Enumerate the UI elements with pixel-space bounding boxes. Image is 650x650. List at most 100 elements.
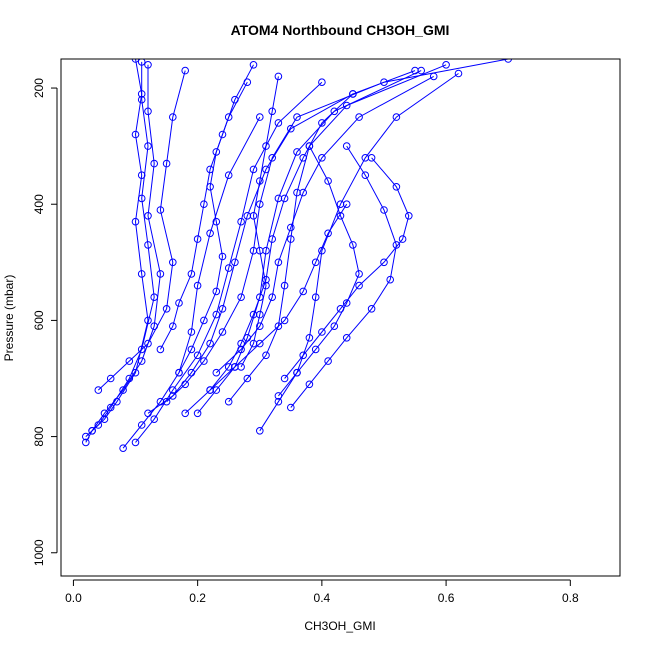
data-point (218, 328, 227, 336)
data-point (293, 148, 301, 156)
y-tick-label: 200 (32, 78, 46, 98)
data-point (106, 403, 115, 412)
data-point (131, 130, 140, 139)
data-point (137, 95, 146, 104)
data-point (299, 188, 308, 197)
data-point (262, 351, 270, 360)
data-point (299, 351, 308, 360)
data-point (193, 409, 202, 418)
data-point (156, 345, 165, 354)
profile-line (215, 75, 434, 374)
data-point (193, 235, 202, 243)
data-point (386, 275, 395, 284)
data-point (224, 113, 233, 121)
data-point (82, 438, 90, 447)
data-point (162, 159, 171, 168)
data-point (156, 206, 165, 214)
data-point (119, 444, 127, 453)
data-point (119, 386, 127, 394)
data-point (342, 142, 351, 150)
data-point (125, 374, 134, 383)
data-point (280, 316, 289, 325)
data-point (193, 351, 202, 360)
profile-series (224, 61, 450, 406)
data-point (137, 270, 146, 278)
data-point (193, 281, 202, 290)
x-tick-label: 0.2 (189, 591, 206, 605)
data-point (212, 148, 221, 156)
profile-series (280, 154, 413, 383)
data-point (398, 235, 407, 243)
data-point (274, 258, 283, 267)
data-point (274, 392, 283, 400)
y-tick-label: 600 (32, 310, 46, 330)
data-point (336, 212, 345, 220)
data-point (324, 357, 332, 365)
data-point (231, 363, 239, 371)
data-point (280, 281, 289, 290)
data-point (162, 397, 171, 406)
data-point (305, 380, 314, 389)
data-point (206, 386, 214, 394)
data-point (125, 357, 134, 365)
plot-area (82, 59, 512, 453)
x-axis-label: CH3OH_GMI (304, 619, 375, 633)
data-point (212, 217, 221, 226)
data-point (380, 78, 388, 86)
data-point (262, 142, 270, 150)
x-tick-label: 0.6 (438, 591, 455, 605)
chart-title: ATOM4 Northbound CH3OH_GMI (231, 22, 450, 38)
data-point (429, 72, 438, 81)
data-point (206, 339, 214, 348)
data-point (311, 293, 320, 302)
data-point (342, 299, 351, 307)
data-point (256, 427, 264, 435)
data-point (342, 101, 351, 110)
data-point (280, 374, 289, 383)
data-point (100, 409, 109, 418)
data-point (137, 357, 146, 365)
data-point (324, 177, 332, 185)
data-point (162, 305, 171, 313)
data-point (218, 252, 227, 261)
data-point (256, 177, 264, 185)
data-point (367, 154, 376, 162)
data-point (392, 183, 401, 191)
profile-line (91, 64, 161, 432)
data-point (137, 171, 146, 179)
profile-line (85, 61, 155, 437)
profile-line (166, 59, 509, 403)
data-point (256, 339, 264, 348)
data-point (181, 409, 189, 418)
profile-line (122, 116, 261, 449)
x-tick-label: 0.0 (65, 591, 82, 605)
data-point (256, 113, 264, 121)
data-point (212, 310, 221, 319)
data-point (88, 427, 96, 435)
profile-line (147, 70, 416, 414)
data-point (144, 142, 152, 150)
data-point (268, 107, 277, 116)
data-point (224, 397, 233, 406)
data-point (224, 264, 233, 272)
profile-line (197, 70, 422, 414)
data-point (256, 200, 264, 208)
profile-series (181, 200, 351, 418)
data-point (156, 270, 165, 278)
data-point (293, 113, 301, 121)
y-tick-label: 800 (32, 426, 46, 446)
data-point (274, 119, 283, 127)
profile-series (156, 61, 258, 354)
x-tick-label: 0.4 (314, 591, 331, 605)
data-point (237, 345, 245, 354)
data-point (342, 200, 351, 208)
data-point (249, 165, 258, 174)
profile-line (290, 145, 397, 408)
data-point (293, 368, 301, 377)
profile-line (184, 203, 348, 414)
profile-line (97, 70, 186, 391)
profile-line (228, 64, 447, 403)
data-point (137, 59, 146, 66)
